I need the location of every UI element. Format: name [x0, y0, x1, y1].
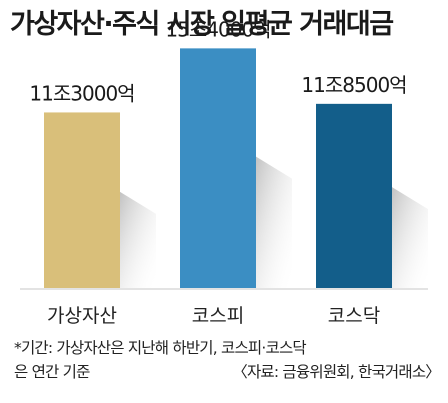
- bars: [44, 48, 392, 289]
- footnote-line-1: *기간: 가상자산은 지난해 하반기, 코스피·코스닥: [14, 339, 307, 357]
- footnote-line-2: 은 연간 기준: [14, 363, 90, 381]
- category-label-1: 가상자산: [47, 305, 117, 327]
- category-labels: 가상자산 코스피 코스닥: [47, 305, 380, 327]
- category-label-2: 코스피: [192, 305, 244, 327]
- bar-shadow: [120, 191, 156, 289]
- bar-shadows: [120, 156, 428, 289]
- chart-title: 가상자산·주식 시장 일평균 거래대금: [10, 9, 394, 40]
- source-credit: 〈자료: 금융위원회, 한국거래소〉: [232, 363, 441, 381]
- value-labels: 11조3000억 15조4000억 11조8500억: [29, 17, 407, 105]
- value-label-1: 11조3000억: [29, 81, 134, 105]
- value-label-3: 11조8500억: [301, 73, 406, 97]
- bar-1: [44, 112, 120, 289]
- bar-2: [180, 48, 256, 289]
- category-label-3: 코스닥: [328, 305, 380, 327]
- footnote: *기간: 가상자산은 지난해 하반기, 코스피·코스닥 은 연간 기준 〈자료:…: [14, 336, 441, 384]
- bar-3: [316, 103, 392, 289]
- bar-shadow: [392, 187, 428, 289]
- bar-shadow: [256, 156, 292, 289]
- value-label-2: 15조4000억: [165, 17, 270, 41]
